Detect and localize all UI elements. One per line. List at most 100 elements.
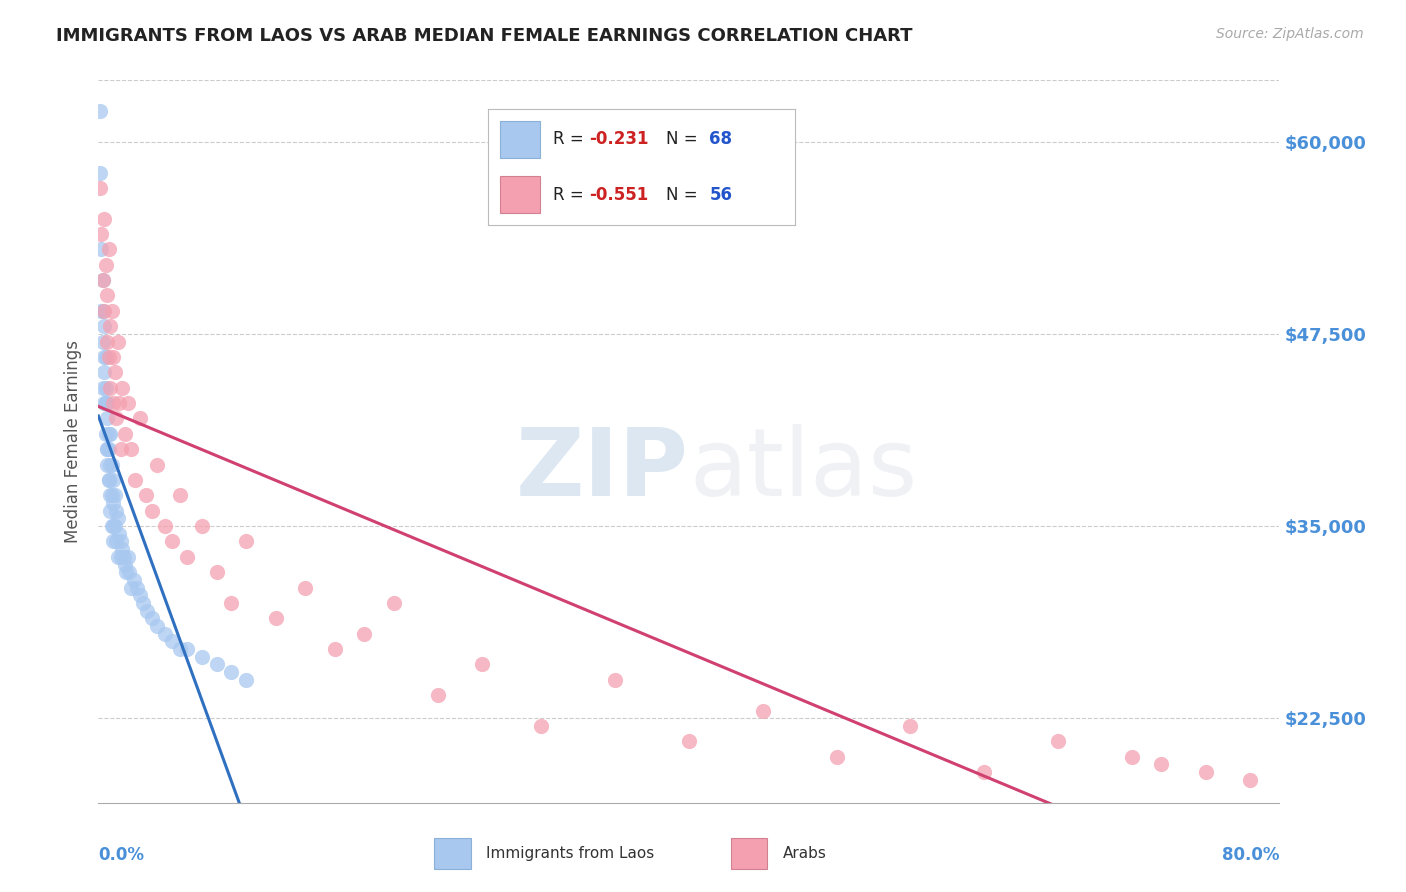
Point — [89, 181, 111, 195]
Point — [162, 534, 183, 549]
Point — [103, 496, 125, 510]
Point — [530, 719, 553, 733]
Point — [103, 396, 125, 410]
Point — [120, 442, 142, 457]
Point — [104, 519, 127, 533]
Point — [96, 334, 118, 349]
Text: Source: ZipAtlas.com: Source: ZipAtlas.com — [1216, 27, 1364, 41]
Point — [1239, 772, 1261, 787]
Point — [100, 304, 122, 318]
Point — [89, 103, 111, 118]
Point — [98, 381, 121, 395]
Point — [427, 688, 450, 702]
Point — [115, 565, 138, 579]
Text: 0.0%: 0.0% — [98, 847, 145, 864]
Point — [100, 488, 122, 502]
Point — [97, 243, 120, 257]
Point — [97, 473, 120, 487]
Point — [105, 504, 128, 518]
Point — [94, 426, 117, 441]
Point — [90, 243, 112, 257]
Point — [104, 365, 127, 379]
Point — [1121, 749, 1143, 764]
Text: IMMIGRANTS FROM LAOS VS ARAB MEDIAN FEMALE EARNINGS CORRELATION CHART: IMMIGRANTS FROM LAOS VS ARAB MEDIAN FEMA… — [56, 27, 912, 45]
Point — [1195, 765, 1218, 780]
Point — [94, 258, 117, 272]
Point — [107, 549, 129, 564]
Text: 80.0%: 80.0% — [1222, 847, 1279, 864]
Point — [110, 549, 132, 564]
Point — [122, 573, 145, 587]
Point — [235, 673, 257, 687]
Point — [96, 411, 118, 425]
Point — [107, 334, 129, 349]
Point — [141, 504, 163, 518]
Point — [153, 519, 176, 533]
Point — [124, 473, 146, 487]
Point — [825, 749, 848, 764]
Point — [105, 534, 128, 549]
Point — [146, 458, 169, 472]
Point — [93, 304, 115, 318]
Point — [94, 396, 117, 410]
Point — [91, 381, 114, 395]
Point — [94, 350, 117, 364]
Point — [136, 604, 159, 618]
Text: ZIP: ZIP — [516, 425, 689, 516]
Point — [1046, 734, 1070, 748]
Point — [98, 504, 121, 518]
Point — [91, 334, 114, 349]
Point — [90, 304, 112, 318]
Point — [103, 534, 125, 549]
Point — [91, 273, 114, 287]
Y-axis label: Median Female Earnings: Median Female Earnings — [65, 340, 83, 543]
Point — [97, 442, 120, 457]
Point — [93, 211, 115, 226]
Point — [235, 534, 257, 549]
Point — [96, 396, 118, 410]
Point — [128, 588, 150, 602]
Point — [132, 596, 155, 610]
Point — [93, 396, 115, 410]
Point — [117, 396, 139, 410]
Point — [169, 488, 191, 502]
Point — [162, 634, 183, 648]
Point — [973, 765, 995, 780]
Point — [111, 542, 134, 557]
Point — [110, 534, 132, 549]
Point — [94, 381, 117, 395]
Point — [112, 549, 135, 564]
Point — [900, 719, 922, 733]
Point — [96, 288, 118, 302]
Point — [97, 426, 120, 441]
Text: atlas: atlas — [689, 425, 917, 516]
Point — [205, 657, 228, 672]
Point — [114, 558, 136, 572]
Point — [103, 519, 125, 533]
Point — [752, 704, 775, 718]
Point — [89, 165, 111, 179]
Point — [98, 426, 121, 441]
Point — [97, 350, 120, 364]
Point — [93, 365, 115, 379]
Point — [120, 581, 142, 595]
Point — [191, 649, 214, 664]
Point — [221, 596, 243, 610]
Point — [135, 488, 157, 502]
Point — [103, 473, 125, 487]
Point — [125, 581, 148, 595]
Point — [96, 442, 118, 457]
Point — [382, 596, 405, 610]
Point — [96, 458, 118, 472]
Point — [678, 734, 700, 748]
Point — [104, 488, 127, 502]
Point — [100, 458, 122, 472]
Point — [110, 442, 132, 457]
Point — [323, 642, 346, 657]
Point — [264, 611, 287, 625]
Point — [471, 657, 494, 672]
Point — [107, 511, 129, 525]
Point — [91, 273, 114, 287]
Point — [118, 565, 141, 579]
Point — [128, 411, 150, 425]
